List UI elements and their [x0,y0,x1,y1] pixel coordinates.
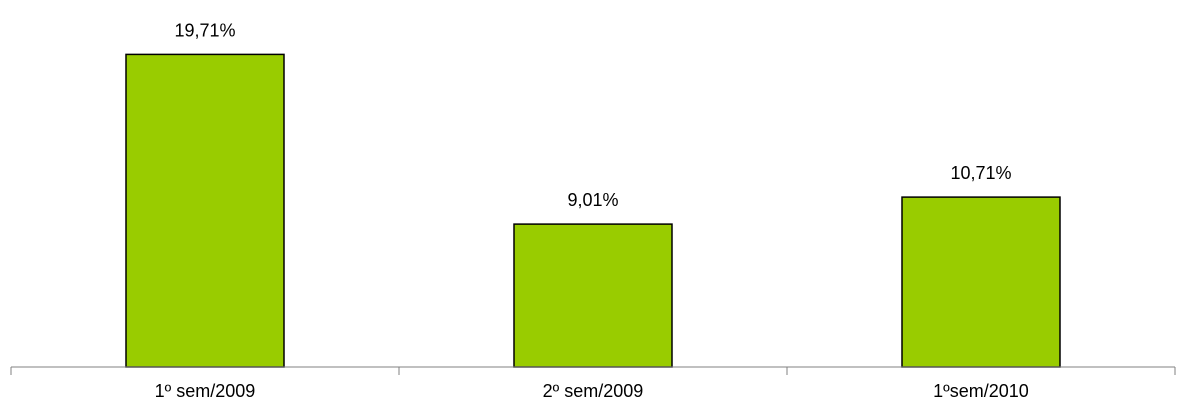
bars-layer [125,53,1061,368]
bar-2 [513,223,673,368]
data-label-3: 10,71% [950,163,1011,183]
x-tick-label-3: 1ºsem/2010 [933,381,1029,401]
data-label-1: 19,71% [174,20,235,40]
bar-3 [901,196,1061,368]
x-axis [10,366,1176,375]
labels-layer: 19,71% 1º sem/2009 9,01% 2º sem/2009 10,71% 1… [155,20,1029,401]
bar-1 [125,53,285,368]
x-tick-label-2: 2º sem/2009 [543,381,644,401]
x-tick-label-1: 1º sem/2009 [155,381,256,401]
data-label-2: 9,01% [567,190,618,210]
